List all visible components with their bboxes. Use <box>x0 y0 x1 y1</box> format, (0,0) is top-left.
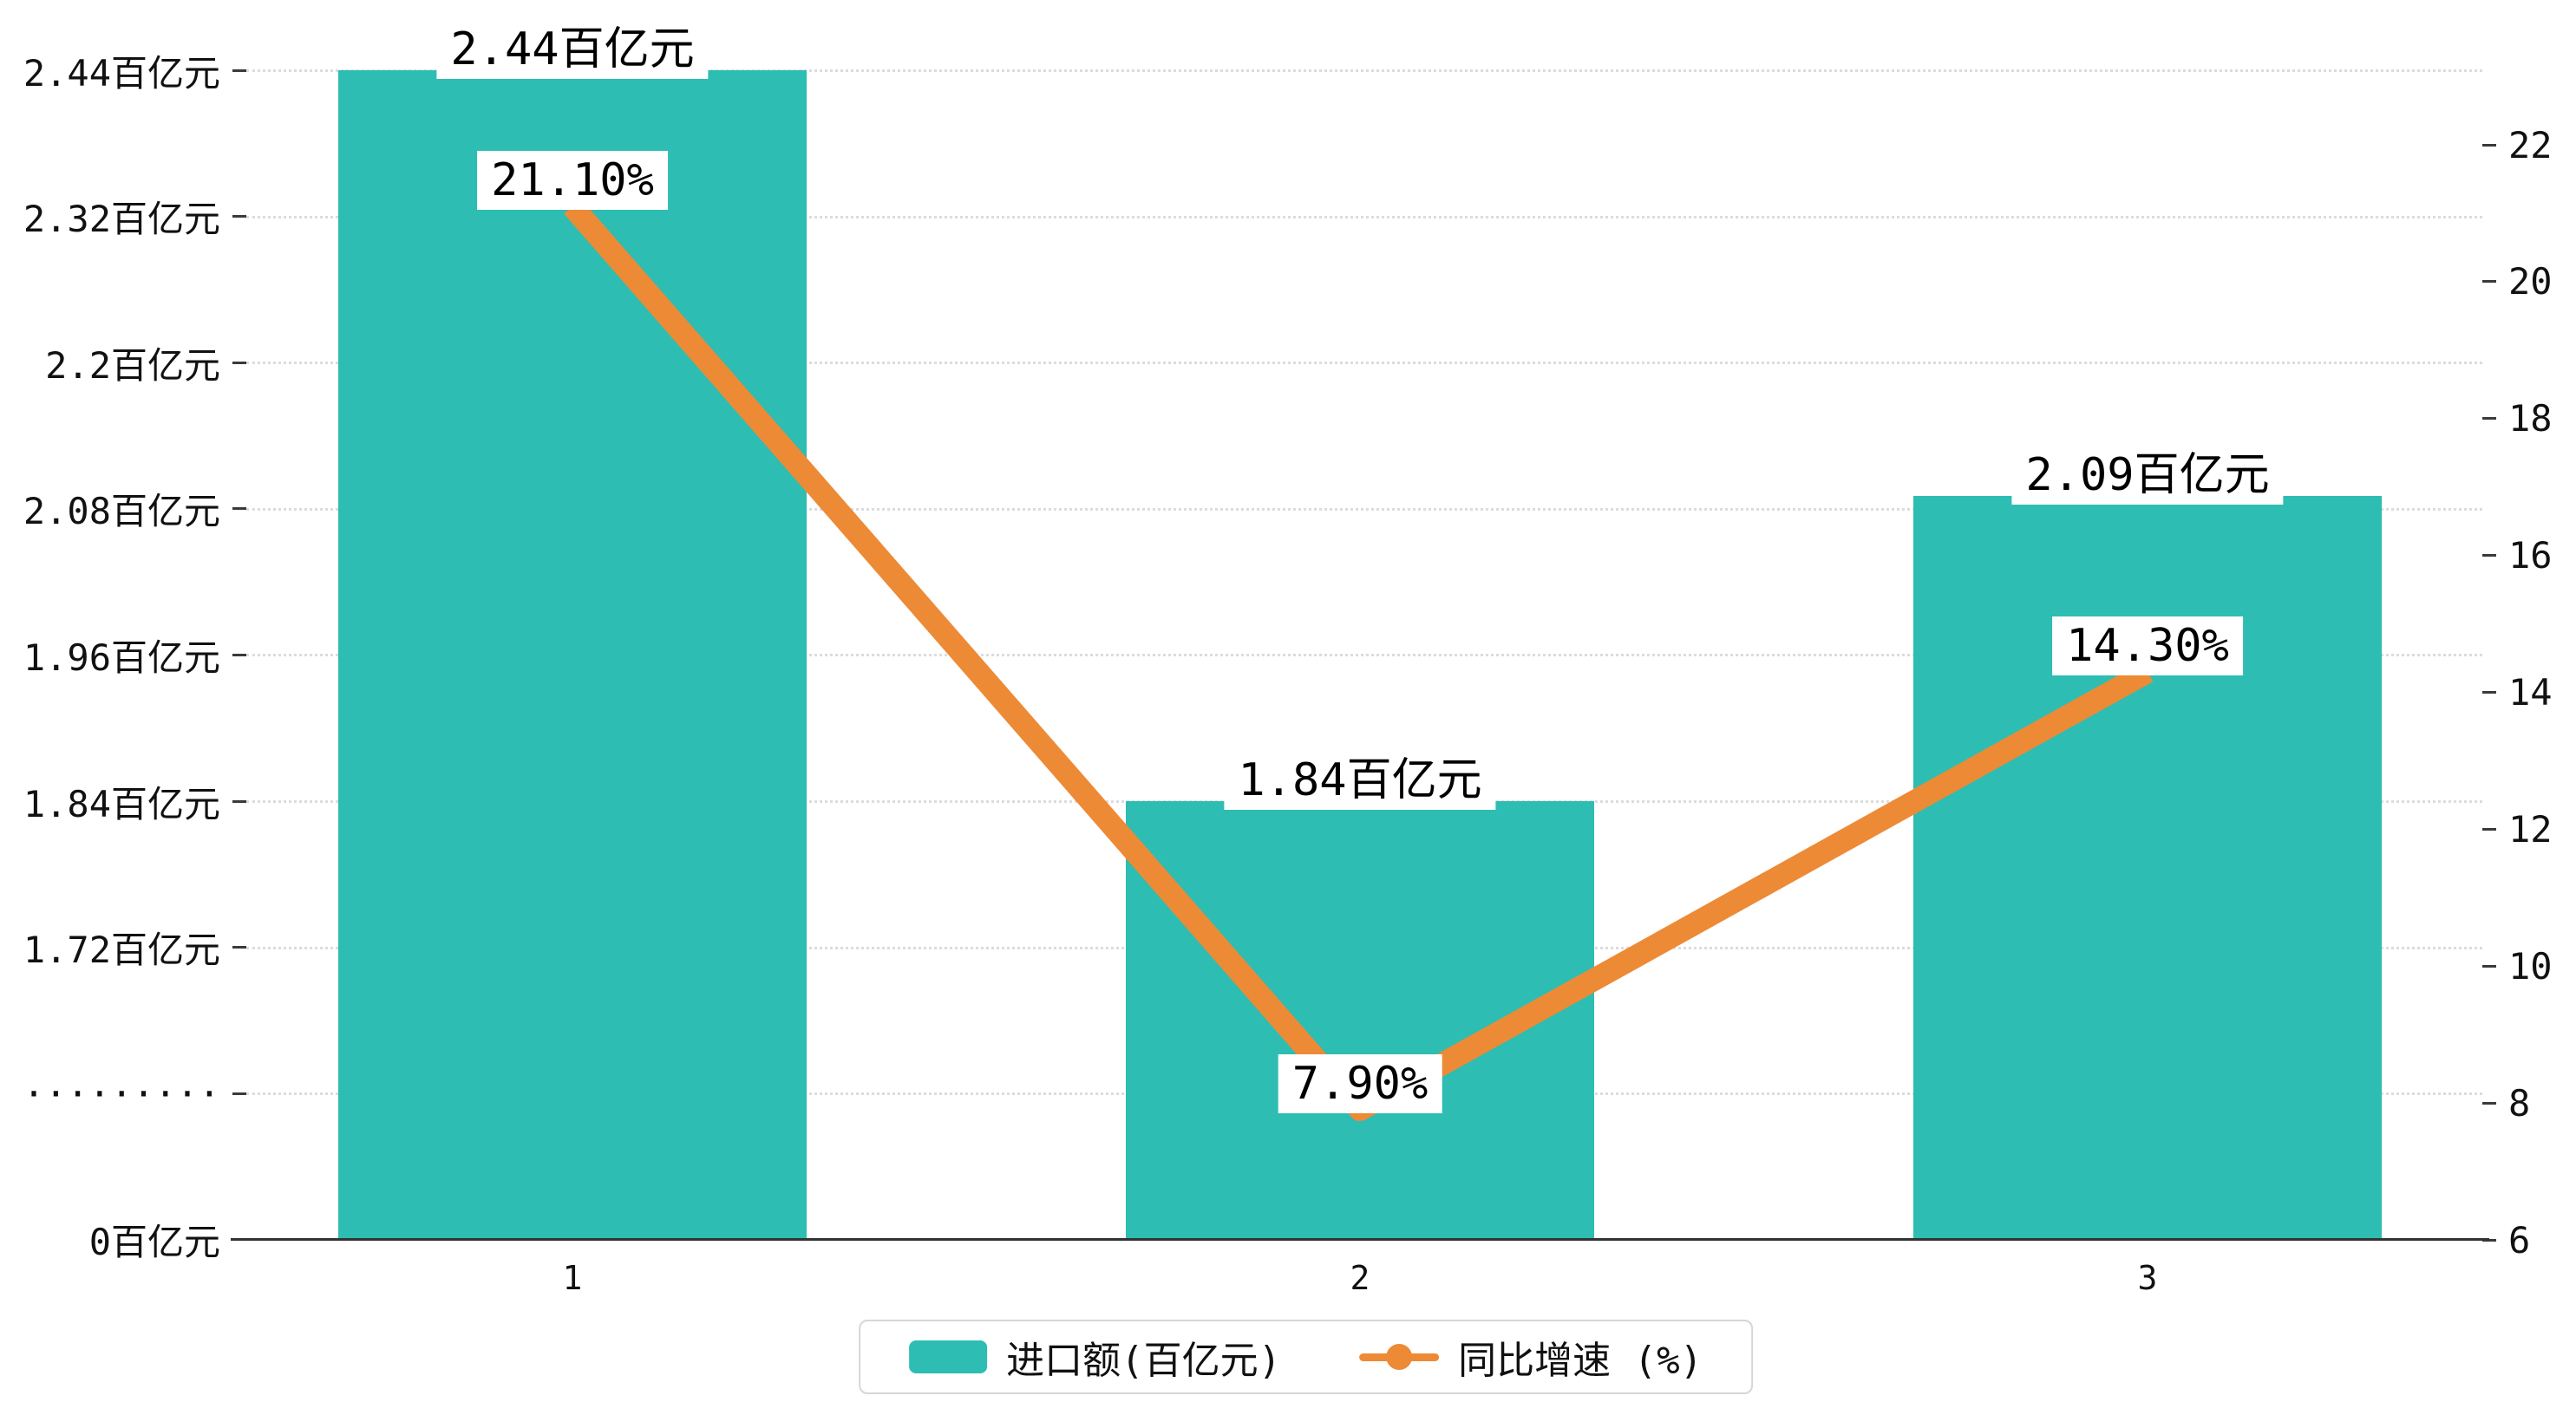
right-tick-label: 14 <box>2508 671 2553 714</box>
right-axis-tick: 6 <box>2482 1218 2531 1262</box>
tick-mark <box>2482 691 2496 694</box>
tick-mark <box>2482 280 2496 284</box>
tick-mark <box>2482 1238 2496 1242</box>
tick-mark <box>2482 417 2496 421</box>
tick-mark <box>232 507 246 511</box>
left-axis-tick: 1.96百亿元 <box>0 634 246 679</box>
x-axis-label: 3 <box>2137 1259 2158 1297</box>
legend-label-growth: 同比增速 (%) <box>1458 1339 1703 1383</box>
x-axis-label: 2 <box>1350 1259 1370 1297</box>
tick-mark <box>2482 554 2496 558</box>
left-axis-tick: 1.84百亿元 <box>0 780 246 825</box>
right-axis-tick: 20 <box>2482 260 2553 303</box>
import-bar <box>338 70 807 1240</box>
tick-mark <box>232 799 246 803</box>
tick-mark <box>232 1092 246 1095</box>
tick-mark <box>232 946 246 949</box>
right-tick-label: 12 <box>2508 808 2553 851</box>
right-tick-label: 22 <box>2508 123 2553 166</box>
left-tick-label: 0百亿元 <box>88 1221 220 1264</box>
legend-item-import[interactable]: 进口额(百亿元) <box>909 1329 1281 1385</box>
left-axis-tick: 0百亿元 <box>0 1219 246 1263</box>
legend-label-import: 进口额(百亿元) <box>1006 1339 1282 1383</box>
import-bar <box>1913 496 2382 1240</box>
right-tick-label: 16 <box>2508 534 2553 577</box>
tick-mark <box>232 361 246 364</box>
left-tick-label: ········· <box>23 1072 220 1115</box>
bar-value-label: 2.44百亿元 <box>436 20 709 79</box>
right-axis-tick: 22 <box>2482 124 2553 166</box>
line-swatch-dot <box>1386 1344 1413 1370</box>
line-value-label: 14.30% <box>2052 616 2243 675</box>
legend: 进口额(百亿元) 同比增速 (%) <box>859 1320 1754 1394</box>
tick-mark <box>232 653 246 656</box>
right-axis-tick: 14 <box>2482 671 2553 714</box>
right-tick-label: 6 <box>2508 1218 2531 1262</box>
left-tick-label: 2.2百亿元 <box>45 343 220 387</box>
tick-mark <box>232 68 246 72</box>
x-axis-line <box>231 1238 2489 1241</box>
left-tick-label: 1.72百亿元 <box>23 929 220 972</box>
left-axis-tick: 2.44百亿元 <box>0 49 246 95</box>
left-axis-tick: 2.2百亿元 <box>0 342 246 387</box>
line-value-label: 7.90% <box>1278 1054 1442 1113</box>
left-tick-label: 2.08百亿元 <box>23 490 220 533</box>
import-bar <box>1126 800 1594 1240</box>
left-axis-tick: 2.32百亿元 <box>0 196 246 240</box>
right-axis-tick: 18 <box>2482 397 2553 440</box>
bar-swatch-icon <box>909 1340 988 1373</box>
left-tick-label: 1.84百亿元 <box>23 782 220 825</box>
right-tick-label: 8 <box>2508 1081 2531 1125</box>
right-tick-label: 18 <box>2508 397 2553 440</box>
line-swatch-icon <box>1359 1340 1440 1373</box>
bar-value-label: 1.84百亿元 <box>1224 750 1496 810</box>
left-axis-tick: 1.72百亿元 <box>0 927 246 971</box>
left-tick-label: 2.32百亿元 <box>23 198 220 241</box>
right-axis-tick: 8 <box>2482 1081 2531 1125</box>
left-tick-label: 2.44百亿元 <box>23 51 220 95</box>
gridline <box>246 69 2482 72</box>
legend-item-growth[interactable]: 同比增速 (%) <box>1359 1329 1703 1385</box>
x-axis-label: 1 <box>562 1259 583 1297</box>
tick-mark <box>2482 143 2496 147</box>
right-axis-tick: 10 <box>2482 944 2553 988</box>
tick-mark <box>2482 828 2496 831</box>
left-tick-label: 1.96百亿元 <box>23 636 220 679</box>
right-axis-tick: 16 <box>2482 534 2553 577</box>
left-axis-tick: 2.08百亿元 <box>0 488 246 532</box>
tick-mark <box>2482 964 2496 968</box>
right-tick-label: 20 <box>2508 260 2553 303</box>
bar-value-label: 2.09百亿元 <box>2011 446 2284 505</box>
tick-mark <box>2482 1101 2496 1105</box>
line-value-label: 21.10% <box>477 151 668 210</box>
tick-mark <box>232 215 246 218</box>
right-tick-label: 10 <box>2508 944 2553 988</box>
left-axis-tick: ········· <box>0 1072 246 1115</box>
right-axis-tick: 12 <box>2482 808 2553 851</box>
